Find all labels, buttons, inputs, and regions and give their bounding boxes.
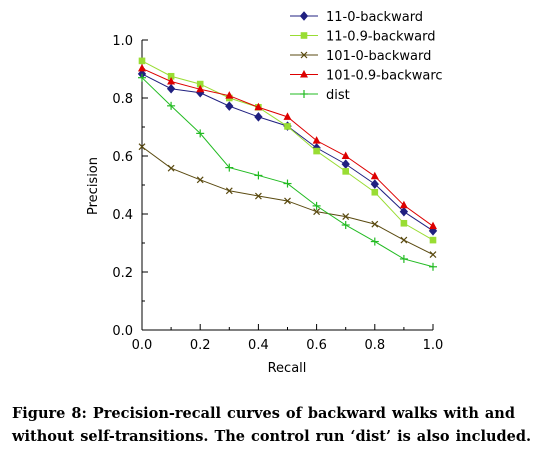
point-marker bbox=[284, 197, 291, 205]
x-tick-label: 0.0 bbox=[132, 338, 153, 353]
legend-label: dist bbox=[326, 88, 350, 103]
legend-entry: 101-0-backward bbox=[290, 49, 431, 64]
point-marker bbox=[225, 163, 234, 172]
point-marker bbox=[429, 221, 437, 230]
point-marker bbox=[225, 91, 234, 99]
series-101-0-backward bbox=[138, 143, 437, 259]
legend-entry: 101-0.9-backwarc bbox=[290, 69, 443, 84]
point-marker bbox=[313, 147, 320, 155]
legend-entry: 11-0.9-backward bbox=[290, 30, 435, 45]
point-marker bbox=[138, 143, 146, 151]
series-11-0.9-backward bbox=[138, 57, 437, 244]
point-marker bbox=[429, 251, 437, 259]
point-marker bbox=[312, 201, 321, 210]
point-marker bbox=[300, 90, 308, 98]
point-marker bbox=[313, 208, 321, 216]
point-marker bbox=[299, 11, 309, 21]
precision-recall-chart: 0.0 0.2 0.4 0.6 0.8 1.0 0.0 0.2 0.4 0.6 0.8 1.0 Re… bbox=[86, 10, 444, 376]
point-marker bbox=[166, 83, 176, 94]
y-tick-label: 0.6 bbox=[112, 150, 133, 165]
point-marker bbox=[312, 136, 321, 144]
y-tick-label: 0.4 bbox=[112, 208, 133, 223]
y-tick-label: 1.0 bbox=[112, 34, 133, 49]
point-marker bbox=[167, 101, 176, 110]
x-tick-label: 0.4 bbox=[248, 338, 269, 353]
x-tick-label: 1.0 bbox=[423, 338, 444, 353]
series-dist bbox=[138, 73, 437, 271]
point-marker bbox=[196, 176, 204, 184]
y-tick-label: 0.2 bbox=[112, 266, 133, 281]
point-marker bbox=[429, 236, 437, 244]
point-marker bbox=[196, 80, 204, 88]
point-marker bbox=[399, 200, 408, 209]
figure-caption: Figure 8: Precision-recall curves of bac… bbox=[12, 405, 532, 445]
point-marker bbox=[138, 73, 146, 82]
point-marker bbox=[138, 57, 146, 65]
y-axis-title: Precision bbox=[86, 157, 101, 215]
point-marker bbox=[225, 187, 233, 195]
point-marker bbox=[370, 237, 379, 246]
y-tick-label: 0.0 bbox=[112, 324, 133, 339]
point-marker bbox=[284, 123, 291, 130]
point-marker bbox=[371, 188, 379, 196]
point-marker bbox=[167, 164, 175, 172]
point-marker bbox=[342, 168, 349, 175]
point-marker bbox=[429, 262, 437, 271]
point-marker bbox=[370, 171, 379, 180]
point-marker bbox=[300, 32, 308, 39]
legend-label: 11-0.9-backward bbox=[326, 30, 435, 45]
legend-label: 11-0-backward bbox=[326, 10, 423, 25]
x-tick-label: 0.6 bbox=[306, 338, 327, 353]
point-marker bbox=[225, 101, 234, 111]
x-tick-label: 0.8 bbox=[364, 338, 385, 353]
point-marker bbox=[167, 76, 176, 85]
series-101-0.9-backwarc bbox=[138, 63, 437, 230]
point-marker bbox=[300, 70, 308, 78]
point-marker bbox=[196, 129, 205, 138]
point-marker bbox=[399, 254, 408, 263]
point-marker bbox=[283, 112, 292, 120]
point-marker bbox=[399, 206, 409, 217]
legend-entry: 11-0-backward bbox=[290, 10, 423, 25]
point-marker bbox=[342, 213, 350, 221]
series-line bbox=[141, 60, 434, 241]
point-marker bbox=[370, 179, 379, 189]
point-marker bbox=[196, 84, 205, 93]
point-marker bbox=[371, 220, 379, 228]
point-marker bbox=[254, 171, 263, 180]
y-axis-ticks: 0.0 0.2 0.4 0.6 0.8 1.0 bbox=[112, 34, 148, 339]
series-line bbox=[141, 67, 434, 227]
point-marker bbox=[167, 72, 175, 80]
legend-entry: dist bbox=[290, 88, 350, 103]
point-marker bbox=[283, 179, 292, 188]
point-marker bbox=[341, 221, 350, 230]
legend: 11-0-backward 11-0.9-backward 101-0-backwa… bbox=[290, 10, 443, 103]
point-marker bbox=[341, 151, 350, 159]
point-marker bbox=[341, 159, 350, 169]
x-tick-label: 0.2 bbox=[190, 338, 211, 353]
series-line bbox=[141, 77, 434, 268]
legend-label: 101-0.9-backwarc bbox=[326, 69, 443, 84]
point-marker bbox=[254, 192, 262, 200]
point-marker bbox=[300, 51, 308, 59]
point-marker bbox=[400, 219, 408, 227]
point-marker bbox=[400, 236, 408, 244]
x-axis-title: Recall bbox=[268, 361, 307, 376]
plot-series bbox=[137, 57, 438, 271]
legend-label: 101-0-backward bbox=[326, 49, 431, 64]
y-tick-label: 0.8 bbox=[112, 92, 133, 107]
point-marker bbox=[138, 63, 146, 72]
point-marker bbox=[254, 102, 263, 111]
point-marker bbox=[254, 112, 263, 122]
x-axis-ticks: 0.0 0.2 0.4 0.6 0.8 1.0 bbox=[132, 324, 444, 353]
